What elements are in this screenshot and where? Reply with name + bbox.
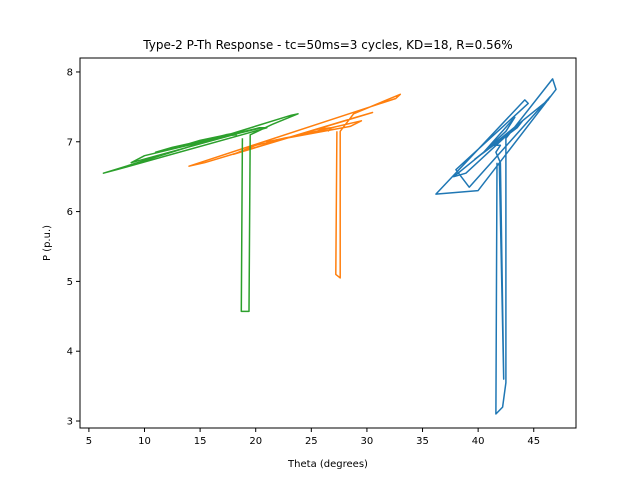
x-tick-label: 35 (416, 436, 429, 447)
x-tick-label: 25 (305, 436, 318, 447)
y-tick-label: 6 (67, 207, 73, 218)
x-tick-label: 5 (86, 436, 92, 447)
x-tick-label: 20 (249, 436, 262, 447)
series-2-line (188, 93, 402, 279)
series-1-line (435, 78, 557, 415)
x-tick-label: 15 (194, 436, 207, 447)
chart-title: Type-2 P-Th Response - tc=50ms=3 cycles,… (142, 38, 512, 52)
x-axis-label: Theta (degrees) (287, 459, 368, 470)
x-axis: 5 10 15 20 25 30 35 40 45 (86, 428, 540, 447)
x-tick-label: 30 (361, 436, 374, 447)
y-axis: 3 4 5 6 7 8 (67, 67, 80, 428)
plot-area (79, 57, 577, 429)
y-tick-label: 5 (67, 277, 73, 288)
series-3-line (102, 113, 299, 313)
y-tick-label: 3 (67, 417, 73, 428)
series-layer (102, 78, 557, 415)
y-tick-label: 8 (67, 67, 73, 78)
y-tick-label: 4 (67, 347, 73, 358)
y-axis-label: P (p.u.) (42, 225, 53, 261)
y-tick-label: 7 (67, 137, 73, 148)
axes-frame (79, 57, 577, 429)
x-tick-label: 40 (472, 436, 485, 447)
x-tick-label: 10 (138, 436, 151, 447)
x-tick-label: 45 (527, 436, 540, 447)
